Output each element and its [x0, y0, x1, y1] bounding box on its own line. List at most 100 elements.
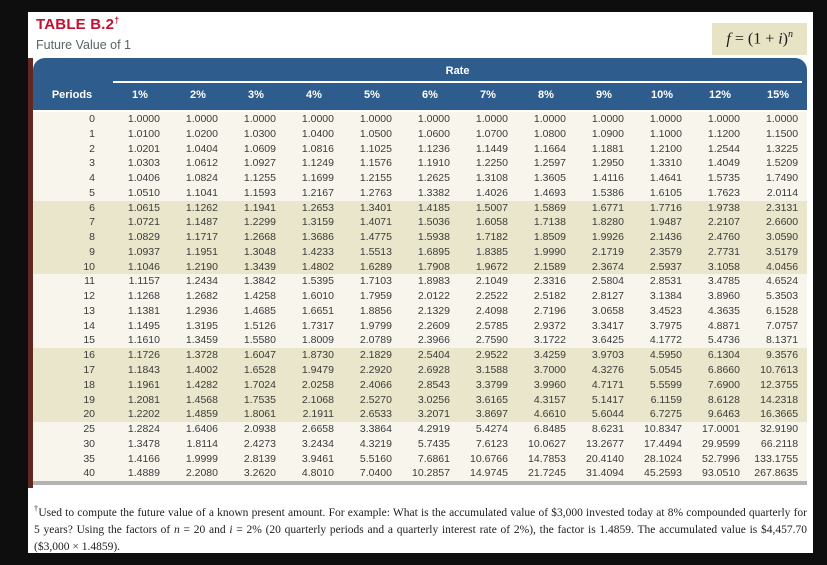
factor-cell: 6.1528	[749, 303, 807, 319]
factor-cell: 1.1449	[459, 141, 517, 157]
factor-cell: 1.0612	[169, 156, 227, 172]
factor-cell: 1.7623	[691, 185, 749, 201]
factor-cell: 12.3755	[749, 377, 807, 393]
factor-cell: 2.0258	[285, 377, 343, 393]
period-cell: 10	[33, 259, 111, 275]
factor-cell: 1.0937	[111, 244, 169, 260]
factor-cell: 1.1268	[111, 289, 169, 304]
factor-cell: 8.6128	[691, 392, 749, 408]
factor-cell: 2.5785	[459, 318, 517, 334]
factor-cell: 4.3219	[343, 436, 401, 452]
factor-cell: 2.5404	[401, 348, 459, 364]
period-cell: 12	[33, 289, 111, 304]
factor-cell: 3.1588	[459, 363, 517, 378]
factor-cell: 1.1726	[111, 348, 169, 364]
factor-cell: 2.1329	[401, 303, 459, 319]
factor-cell: 1.3728	[169, 348, 227, 364]
footnote-text-1: Used to compute the future value of a kn…	[34, 506, 808, 537]
table-row: 9 1.0937 1.1951 1.3048 1.4233 1.5513 1.6895 1.8…	[33, 244, 807, 260]
factor-cell: 2.2107	[691, 215, 749, 231]
factor-cell: 1.1881	[575, 141, 633, 157]
rate-column-header: 8%	[517, 83, 575, 112]
rate-column-header: 4%	[285, 83, 343, 112]
formula-f: f	[726, 30, 731, 48]
factor-cell: 2.0114	[749, 185, 807, 201]
period-cell: 40	[33, 466, 111, 482]
factor-cell: 6.8660	[691, 363, 749, 378]
factor-cell: 1.3108	[459, 171, 517, 186]
factor-cell: 1.7138	[517, 215, 575, 231]
factor-cell: 1.4859	[169, 407, 227, 423]
factor-cell: 2.5937	[633, 259, 691, 275]
factor-cell: 1.2682	[169, 289, 227, 304]
factor-cell: 1.2100	[633, 141, 691, 157]
factor-cell: 1.0404	[169, 141, 227, 157]
factor-cell: 3.3864	[343, 422, 401, 437]
factor-cell: 3.6165	[459, 392, 517, 408]
factor-cell: 5.1417	[575, 392, 633, 408]
factor-cell: 5.4274	[459, 422, 517, 437]
table-bottom-rule	[33, 481, 807, 486]
table-row: 15 1.1610 1.3459 1.5580 1.8009 2.0789 2.3966 2.…	[33, 333, 807, 349]
formula-box: f = (1 + i)n	[712, 23, 807, 56]
period-cell: 4	[33, 171, 111, 186]
factor-cell: 3.3417	[575, 318, 633, 334]
table-row: 16 1.1726 1.3728 1.6047 1.8730 2.1829 2.5404 2.…	[33, 348, 807, 364]
factor-cell: 1.1941	[227, 200, 285, 216]
factor-cell: 1.7908	[401, 259, 459, 275]
factor-cell: 6.1304	[691, 348, 749, 364]
factor-cell: 1.4002	[169, 363, 227, 378]
footnote-text-3: = 2% (20 quarterly periods and a quarter…	[34, 524, 807, 554]
factor-cell: 1.2250	[459, 156, 517, 172]
factor-cell: 1.1495	[111, 318, 169, 334]
rate-column-header: 15%	[749, 83, 807, 112]
factor-cell: 2.0938	[227, 422, 285, 437]
factor-cell: 1.6010	[285, 289, 343, 304]
factor-cell: 1.0500	[343, 126, 401, 142]
factor-cell: 1.0000	[169, 111, 227, 127]
factor-cell: 1.0201	[111, 141, 169, 157]
factor-cell: 3.0658	[575, 303, 633, 319]
factor-cell: 2.0122	[401, 289, 459, 304]
formula-mid: = (1 +	[730, 30, 779, 48]
factor-cell: 1.4166	[111, 451, 169, 467]
factor-cell: 2.2522	[459, 289, 517, 304]
factor-cell: 2.1911	[285, 407, 343, 423]
factor-cell: 1.3439	[227, 259, 285, 275]
factor-cell: 3.2071	[401, 407, 459, 423]
factor-cell: 1.0829	[111, 230, 169, 245]
factor-cell: 1.2653	[285, 200, 343, 216]
table-row: 17 1.1843 1.4002 1.6528 1.9479 2.2920 2.6928 3.…	[33, 363, 807, 378]
factor-cell: 1.8385	[459, 244, 517, 260]
factor-cell: 1.1951	[169, 244, 227, 260]
factor-cell: 1.0300	[227, 126, 285, 142]
period-cell: 30	[33, 436, 111, 452]
factor-cell: 1.8856	[343, 303, 401, 319]
factor-cell: 2.2080	[169, 466, 227, 482]
factor-cell: 31.4094	[575, 466, 633, 482]
factor-cell: 1.2625	[401, 171, 459, 186]
factor-cell: 4.7171	[575, 377, 633, 393]
factor-cell: 2.6928	[401, 363, 459, 378]
factor-cell: 3.8697	[459, 407, 517, 423]
factor-cell: 2.9522	[459, 348, 517, 364]
factor-cell: 1.5869	[517, 200, 575, 216]
table-row: 4 1.0406 1.0824 1.1255 1.1699 1.2155 1.2625 1.3…	[33, 171, 807, 186]
period-cell: 6	[33, 200, 111, 216]
factor-cell: 1.0000	[401, 111, 459, 127]
factor-cell: 2.6658	[285, 422, 343, 437]
factor-cell: 2.3316	[517, 274, 575, 290]
factor-cell: 1.0000	[227, 111, 285, 127]
factor-cell: 1.0406	[111, 171, 169, 186]
table-row: 30 1.3478 1.8114 2.4273 3.2434 4.3219 5.7435 7.…	[33, 436, 807, 452]
factor-cell: 1.2763	[343, 185, 401, 201]
factor-cell: 6.1159	[633, 392, 691, 408]
period-cell: 8	[33, 230, 111, 245]
factor-cell: 1.9990	[517, 244, 575, 260]
factor-cell: 1.7959	[343, 289, 401, 304]
factor-cell: 1.2167	[285, 185, 343, 201]
factor-cell: 4.1772	[633, 333, 691, 349]
factor-cell: 5.0545	[633, 363, 691, 378]
table-row: 3 1.0303 1.0612 1.0927 1.1249 1.1576 1.1910 1.2…	[33, 156, 807, 172]
